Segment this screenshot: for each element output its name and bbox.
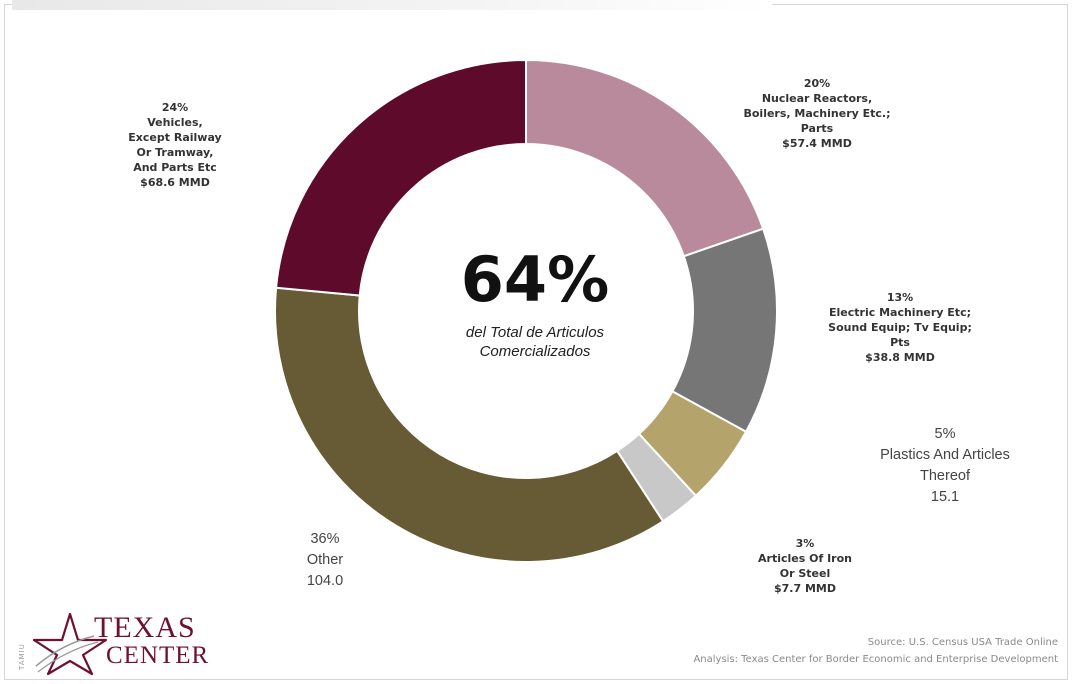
center-caption: del Total de Articulos Comercializados xyxy=(400,323,670,361)
slice-label-vehicles: 24% Vehicles, Except Railway Or Tramway,… xyxy=(128,101,222,189)
source-line-2: Analysis: Texas Center for Border Econom… xyxy=(693,654,1058,665)
slice-label-nuclear-reactors: 20% Nuclear Reactors, Boilers, Machinery… xyxy=(743,77,891,150)
logo-text-center: CENTER xyxy=(106,642,210,669)
center-caption-line-2: Comercializados xyxy=(479,343,591,360)
donut-slice-4 xyxy=(274,286,665,563)
source-note: Source: U.S. Census USA Trade Online Ana… xyxy=(693,634,1058,668)
slice-label-iron-steel: 3% Articles Of Iron Or Steel $7.7 MMD xyxy=(758,537,852,595)
source-line-1: Source: U.S. Census USA Trade Online xyxy=(867,637,1058,648)
center-caption-line-1: del Total de Articulos xyxy=(465,324,605,341)
donut-slice-0 xyxy=(525,58,765,258)
texas-center-logo: TAMIU TEXAS CENTER xyxy=(14,608,244,678)
donut-slice-5 xyxy=(274,58,527,297)
cropped-title-strip xyxy=(12,0,772,10)
star-emblem-icon xyxy=(32,612,108,676)
slice-label-plastics: 5% Plastics And Articles Thereof 15.1 xyxy=(880,426,1010,505)
center-percentage: 64% xyxy=(460,243,610,316)
logo-side-text: TAMIU xyxy=(18,643,26,670)
slice-label-electric-machinery: 13% Electric Machinery Etc; Sound Equip;… xyxy=(828,291,972,364)
logo-text-texas: TEXAS xyxy=(94,611,196,644)
slice-label-other: 36% Other 104.0 xyxy=(306,531,344,589)
